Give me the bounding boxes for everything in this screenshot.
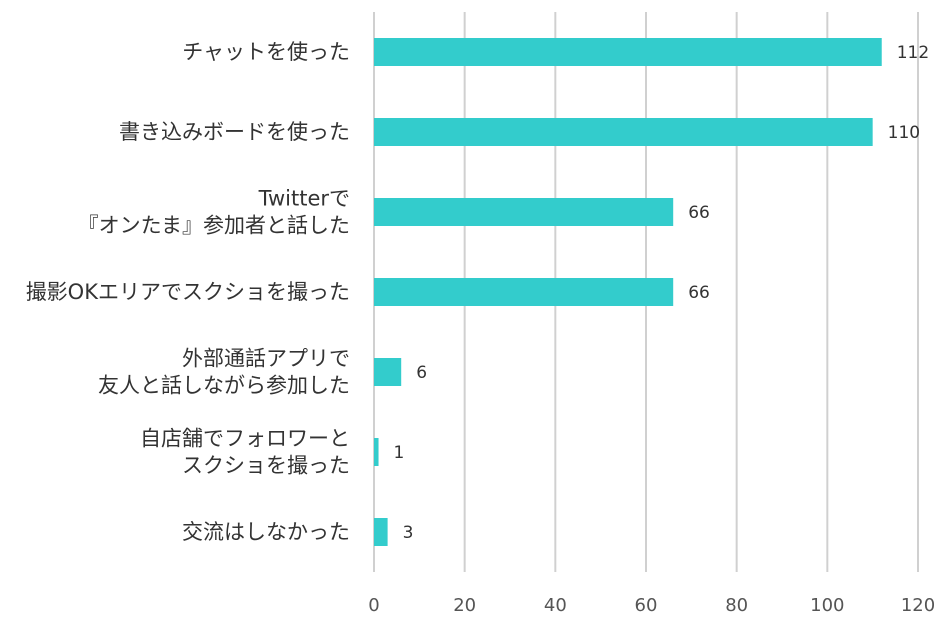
bar (374, 358, 402, 386)
data-label: 112 (897, 43, 929, 63)
category-label: チャットを使った (182, 40, 350, 64)
data-label: 110 (888, 123, 920, 143)
x-tick-label: 120 (901, 595, 935, 616)
x-tick-label: 60 (635, 595, 658, 616)
bar (374, 438, 379, 466)
x-tick-label: 20 (453, 595, 476, 616)
category-label: 撮影OKエリアでスクショを撮った (26, 280, 350, 304)
category-label: 友人と話しながら参加した (98, 374, 350, 398)
bar (374, 278, 674, 306)
bar (374, 118, 873, 146)
category-label: 外部通話アプリで (182, 347, 350, 371)
category-label: 書き込みボードを使った (119, 120, 350, 144)
data-label: 6 (416, 363, 427, 383)
x-axis-ticks: 0 20 40 60 80 100 120 (368, 595, 935, 616)
category-label: Twitterで (258, 187, 350, 211)
x-tick-label: 80 (725, 595, 748, 616)
category-label: 『オンたま』参加者と話した (78, 214, 350, 238)
data-label: 3 (403, 523, 414, 543)
bars (374, 38, 882, 546)
x-tick-label: 0 (368, 595, 379, 616)
bar (374, 38, 882, 66)
bar (374, 518, 388, 546)
data-label: 66 (688, 203, 710, 223)
bar (374, 198, 674, 226)
x-tick-label: 40 (544, 595, 567, 616)
category-label: 交流はしなかった (182, 520, 350, 544)
category-label: 自店舗でフォロワーと (140, 427, 350, 451)
data-label: 66 (688, 283, 710, 303)
category-label: スクショを撮った (182, 454, 350, 478)
data-label: 1 (394, 443, 405, 463)
x-tick-label: 100 (810, 595, 844, 616)
